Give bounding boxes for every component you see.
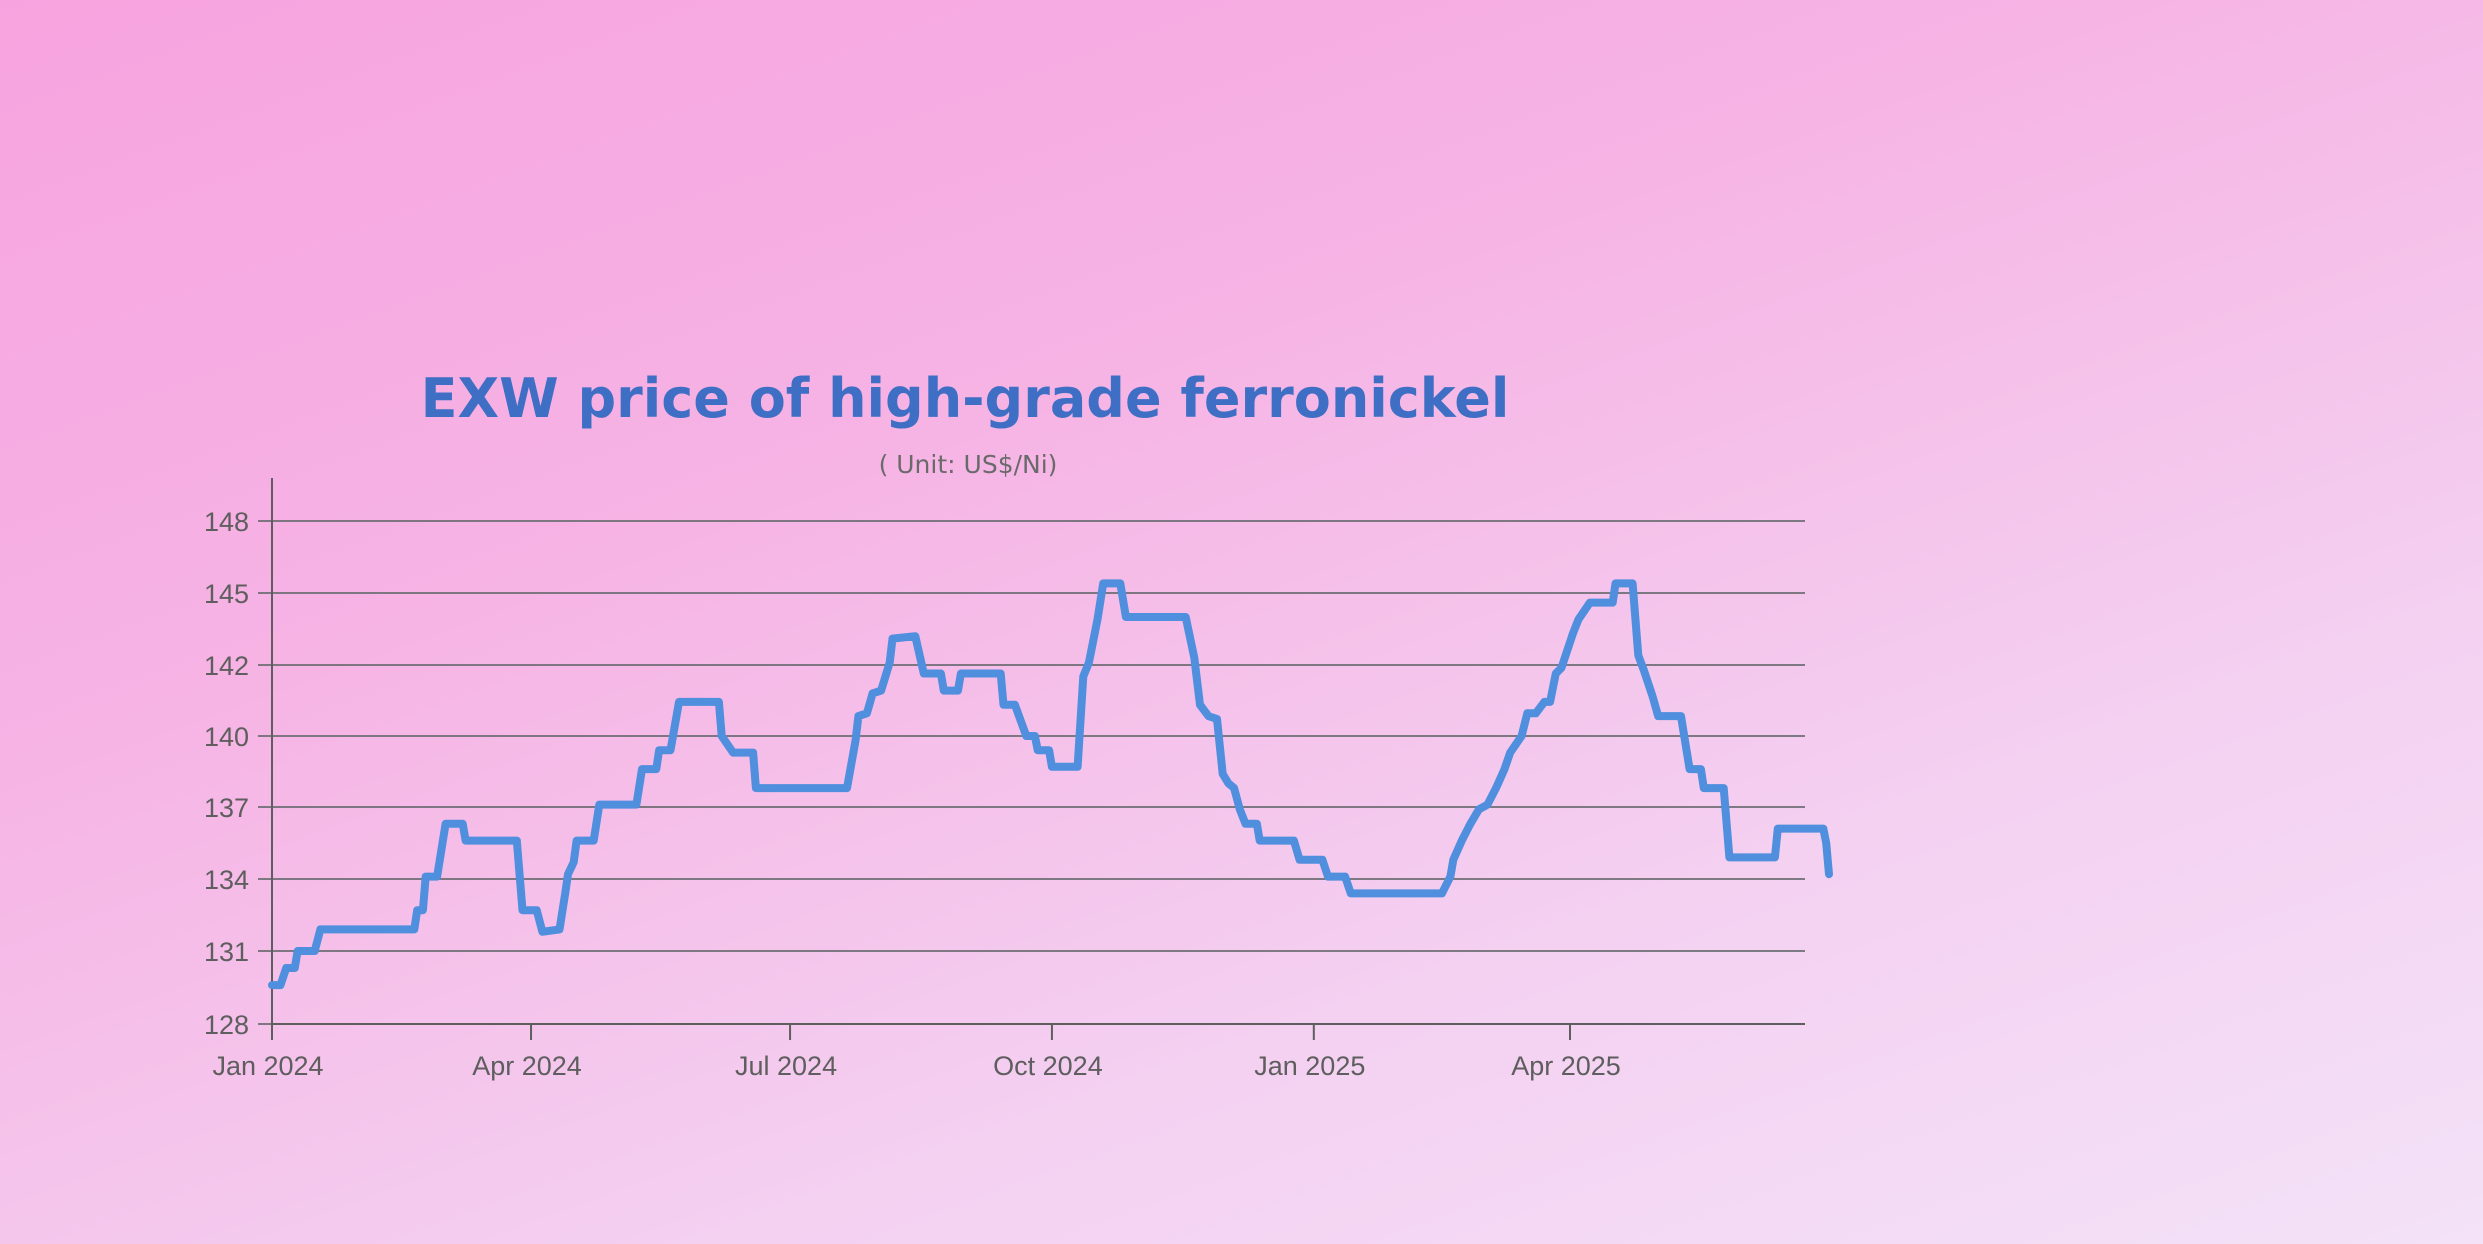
series-layer [268, 579, 1833, 990]
x-tick-label: Jan 2024 [212, 1051, 323, 1081]
x-tick-label: Jan 2025 [1254, 1051, 1365, 1081]
x-tick-label: Apr 2025 [1511, 1051, 1621, 1081]
chart-title: EXW price of high-grade ferronickel [421, 367, 1510, 430]
y-tick-label: 148 [204, 507, 249, 537]
chart-subtitle: ( Unit: US$/Ni) [879, 450, 1058, 479]
grid-lines [258, 520, 1805, 1025]
y-tick-label: 137 [204, 793, 249, 823]
y-tick-label: 140 [204, 722, 249, 752]
y-tick-label: 134 [204, 865, 249, 895]
series-line [268, 579, 1833, 990]
y-axis-ticks: 128 131 134 137 140 142 145 148 [204, 507, 249, 1040]
y-tick-label: 131 [204, 937, 249, 967]
y-tick-label: 128 [204, 1010, 249, 1040]
x-tick-label: Oct 2024 [993, 1051, 1103, 1081]
y-tick-label: 142 [204, 651, 249, 681]
y-tick-label: 145 [204, 579, 249, 609]
x-axis-ticks: Jan 2024 Apr 2024 Jul 2024 Oct 2024 Jan 2025… [212, 1024, 1621, 1081]
axes [271, 478, 1805, 1038]
x-tick-label: Jul 2024 [735, 1051, 837, 1081]
x-tick-label: Apr 2024 [472, 1051, 582, 1081]
